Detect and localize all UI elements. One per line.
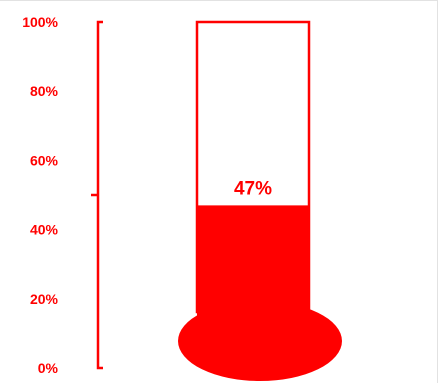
value-data-label: 47% bbox=[234, 178, 272, 199]
y-axis-bracket bbox=[96, 20, 103, 370]
y-tick-label: 20% bbox=[30, 291, 59, 307]
y-tick-label: 80% bbox=[30, 83, 59, 99]
y-tick-label: 60% bbox=[30, 152, 59, 168]
y-tick-label: 0% bbox=[38, 360, 59, 376]
y-tick-label: 100% bbox=[22, 14, 58, 30]
y-axis bbox=[91, 20, 103, 370]
thermometer bbox=[178, 20, 342, 381]
y-tick-label: 40% bbox=[30, 222, 59, 238]
y-tick-labels: 0% 20% 40% 60% 80% 100% bbox=[22, 14, 58, 376]
thermometer-bulb bbox=[178, 301, 342, 381]
